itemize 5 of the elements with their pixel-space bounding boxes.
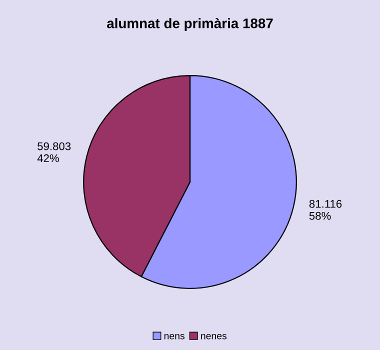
legend-label: nens	[164, 334, 185, 340]
chart-title: alumnat de primària 1887	[107, 18, 273, 32]
data-label: 59.803 42%	[37, 142, 71, 162]
data-label: 81.116 58%	[309, 200, 342, 220]
legend-label: nenes	[201, 334, 227, 340]
